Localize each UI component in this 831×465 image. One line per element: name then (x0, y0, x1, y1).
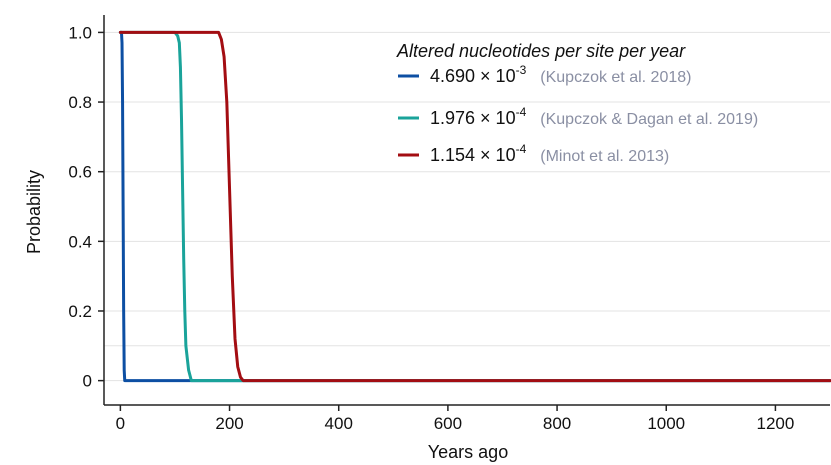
x-tick-label: 1200 (756, 414, 794, 433)
legend-title: Altered nucleotides per site per year (396, 41, 686, 61)
legend-rate: 1.976 × 10-4 (430, 105, 527, 128)
legend-item-2: 1.976 × 10-4 (Kupczok & Dagan et al. 2019… (398, 105, 758, 128)
series-line-1 (118, 30, 831, 383)
y-tick-label: 0.6 (68, 163, 92, 182)
legend-item-3: 1.154 × 10-4 (Minot et al. 2013) (398, 142, 669, 165)
legend-reference: (Minot et al. 2013) (540, 148, 669, 165)
y-axis-title: Probability (24, 170, 44, 254)
y-tick-label: 0.2 (68, 302, 92, 321)
y-tick-label: 1.0 (68, 23, 92, 42)
series-line-2 (118, 30, 831, 383)
x-tick-label: 600 (434, 414, 462, 433)
y-tick-label: 0.8 (68, 93, 92, 112)
legend-item-1: 4.690 × 10-3 (Kupczok et al. 2018) (398, 63, 691, 86)
legend-rate-mantissa: 4.690 × 10 (430, 66, 516, 86)
legend-entries: 4.690 × 10-3 (Kupczok et al. 2018) 1.976 ×… (398, 63, 758, 165)
tick-marks: 0 0.2 0.4 0.6 0.8 1.0 0 200 400 600 800 1000 1200 (68, 23, 794, 433)
x-tick-label: 0 (116, 414, 125, 433)
grid-lines (104, 31, 830, 382)
legend-reference: (Kupczok et al. 2018) (540, 69, 691, 86)
legend-rate-mantissa: 1.154 × 10 (430, 145, 516, 165)
legend-rate-exponent: -4 (516, 142, 527, 156)
axes (103, 15, 830, 406)
x-tick-label: 200 (215, 414, 243, 433)
legend-rate-exponent: -3 (516, 63, 527, 77)
series-lines (118, 30, 831, 383)
legend-rate-mantissa: 1.976 × 10 (430, 108, 516, 128)
x-tick-label: 400 (325, 414, 353, 433)
legend-rate: 1.154 × 10-4 (430, 142, 527, 165)
legend-rate-exponent: -4 (516, 105, 527, 119)
y-tick-label: 0 (83, 372, 92, 391)
legend-rate: 4.690 × 10-3 (430, 63, 527, 86)
legend: Altered nucleotides per site per year 4.… (396, 41, 758, 165)
legend-reference: (Kupczok & Dagan et al. 2019) (540, 111, 758, 128)
x-axis-title: Years ago (428, 442, 508, 462)
series-line-3 (118, 30, 831, 383)
x-tick-label: 1000 (647, 414, 685, 433)
y-tick-label: 0.4 (68, 232, 92, 251)
x-tick-label: 800 (543, 414, 571, 433)
